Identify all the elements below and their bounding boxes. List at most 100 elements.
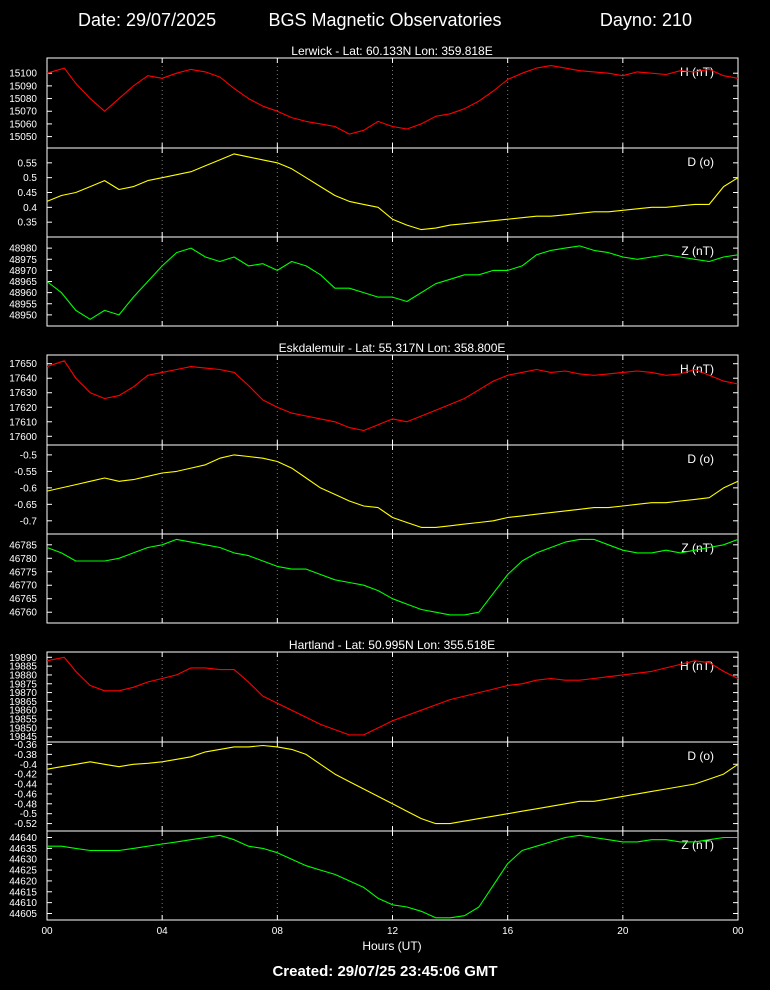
y-tick-label: 48980 (9, 244, 37, 255)
y-tick-label: -0.44 (14, 780, 37, 791)
y-tick-label: -0.65 (14, 500, 37, 511)
y-tick-label: -0.52 (14, 819, 37, 830)
x-tick-label: 00 (41, 926, 53, 937)
y-tick-label: -0.55 (14, 467, 37, 478)
component-label: Z (nT) (681, 244, 714, 258)
y-tick-label: 46765 (9, 594, 37, 605)
series-line-h (46, 656, 739, 736)
x-axis-label: Hours (UT) (362, 939, 421, 953)
x-tick-label: 20 (617, 926, 629, 937)
station-title: Lerwick - Lat: 60.133N Lon: 359.818E (291, 44, 492, 58)
y-tick-label: 44635 (9, 844, 37, 855)
panel-d: -0.36-0.38-0.4-0.42-0.44-0.46-0.48-0.5-0… (14, 740, 739, 832)
series-line-z (47, 834, 738, 919)
y-tick-label: 17650 (9, 359, 37, 370)
series-line-d (46, 454, 739, 528)
y-tick-label: -0.46 (14, 789, 37, 800)
y-tick-label: 17640 (9, 374, 37, 385)
y-tick-label: 17610 (9, 417, 37, 428)
y-tick-label: 48960 (9, 288, 37, 299)
y-tick-label: 44640 (9, 833, 37, 844)
x-tick-label: 16 (502, 926, 514, 937)
y-tick-label: 19860 (9, 706, 37, 717)
component-label: D (o) (687, 155, 714, 169)
station-title: Hartland - Lat: 50.995N Lon: 355.518E (289, 638, 495, 652)
y-tick-label: -0.38 (14, 750, 37, 761)
y-tick-label: 17620 (9, 403, 37, 414)
station-title: Eskdalemuir - Lat: 55.317N Lon: 358.800E (279, 341, 506, 355)
y-tick-label: 46770 (9, 581, 37, 592)
panel-z: 4464044635446304462544620446154461044605… (9, 830, 739, 921)
y-tick-label: 44610 (9, 898, 37, 909)
station-block: Hartland - Lat: 50.995N Lon: 355.518E198… (9, 638, 739, 921)
y-tick-label: 0.4 (23, 203, 37, 214)
y-tick-label: 19855 (9, 715, 37, 726)
y-tick-label: -0.5 (20, 809, 38, 820)
y-tick-label: 19875 (9, 679, 37, 690)
y-tick-label: -0.6 (20, 483, 38, 494)
series-line-z (46, 245, 739, 320)
y-tick-label: 19885 (9, 662, 37, 673)
x-tick-label: 00 (732, 926, 744, 937)
y-tick-label: 19850 (9, 723, 37, 734)
y-tick-label: 15060 (9, 119, 37, 130)
station-block: Lerwick - Lat: 60.133N Lon: 359.818E 1510… (9, 44, 739, 327)
y-tick-label: 44620 (9, 876, 37, 887)
y-tick-label: 48955 (9, 299, 37, 310)
y-tick-label: -0.42 (14, 770, 37, 781)
x-tick-label: 12 (387, 926, 399, 937)
y-tick-label: 48965 (9, 277, 37, 288)
panel-h: 1989019885198801987519870198651986019855… (9, 651, 739, 743)
y-tick-label: 19870 (9, 688, 37, 699)
y-tick-label: 17600 (9, 432, 37, 443)
plot-area: Lerwick - Lat: 60.133N Lon: 359.818E 1510… (9, 44, 739, 921)
station-block: Eskdalemuir - Lat: 55.317N Lon: 358.800E… (9, 341, 739, 624)
y-tick-label: -0.48 (14, 799, 37, 810)
series-line-d (46, 153, 739, 231)
y-tick-label: 15080 (9, 94, 37, 105)
x-axis: 00 04 08 12 16 20 00 (41, 926, 744, 937)
component-label: H (nT) (680, 362, 714, 376)
y-tick-label: 19845 (9, 732, 37, 743)
component-label: D (o) (687, 452, 714, 466)
y-tick-label: 44615 (9, 887, 37, 898)
y-tick-label: 19865 (9, 697, 37, 708)
y-tick-label: 17630 (9, 388, 37, 399)
date-label: Date: 29/07/2025 (78, 10, 216, 30)
y-tick-label: 19880 (9, 670, 37, 681)
y-tick-label: 19890 (9, 653, 37, 664)
y-tick-label: 48970 (9, 266, 37, 277)
y-tick-label: 0.55 (18, 158, 38, 169)
y-tick-label: -0.36 (14, 740, 37, 751)
x-tick-label: 08 (272, 926, 284, 937)
y-tick-label: 0.35 (18, 218, 38, 229)
y-tick-label: 44630 (9, 855, 37, 866)
y-tick-label: 46785 (9, 540, 37, 551)
y-tick-label: 46760 (9, 608, 37, 619)
y-tick-label: 44605 (9, 909, 37, 920)
series-line-d (46, 744, 739, 825)
y-tick-label: -0.4 (20, 760, 38, 771)
series-line-z (46, 538, 739, 616)
y-tick-label: 0.45 (18, 188, 38, 199)
dayno-label: Dayno: 210 (600, 10, 692, 30)
y-tick-label: 15090 (9, 81, 37, 92)
created-timestamp: Created: 29/07/25 23:45:06 GMT (272, 963, 497, 980)
y-tick-label: 46775 (9, 567, 37, 578)
y-tick-label: -0.7 (20, 516, 38, 527)
y-tick-label: 15070 (9, 107, 37, 118)
y-tick-label: 15100 (9, 69, 37, 80)
y-tick-label: 48950 (9, 310, 37, 321)
y-tick-label: 46780 (9, 554, 37, 565)
y-tick-label: -0.5 (20, 450, 38, 461)
y-tick-label: 0.5 (23, 173, 37, 184)
y-tick-label: 48975 (9, 255, 37, 266)
y-tick-label: 15050 (9, 132, 37, 143)
page-title: BGS Magnetic Observatories (268, 10, 501, 30)
y-tick-label: 44625 (9, 866, 37, 877)
series-line-h (46, 65, 739, 135)
component-label: D (o) (687, 749, 714, 763)
